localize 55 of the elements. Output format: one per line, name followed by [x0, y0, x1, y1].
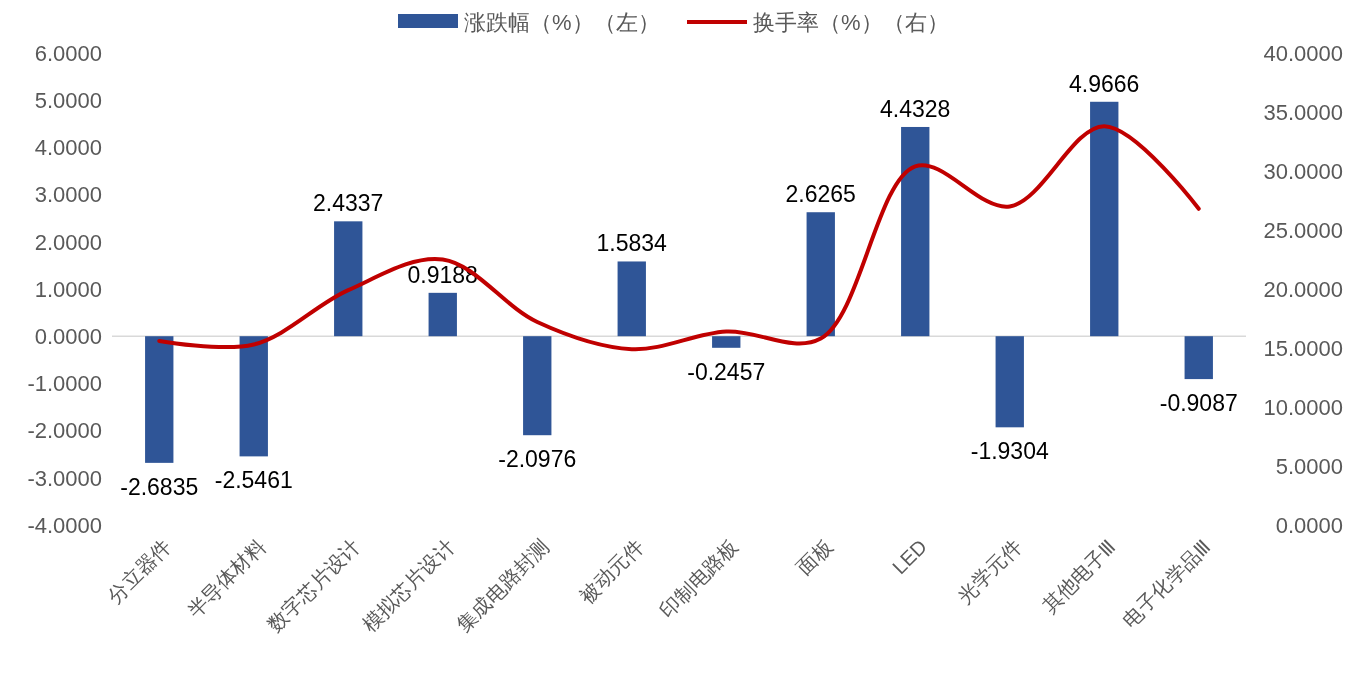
- x-tick-label: 其他电子Ⅲ: [1038, 535, 1121, 618]
- y2-tick-label: 15.0000: [1263, 335, 1343, 361]
- bar: [334, 221, 363, 337]
- y-tick-label: 3.0000: [34, 182, 102, 208]
- line-series: [157, 124, 1201, 352]
- legend-label: 换手率（%）（右）: [753, 9, 949, 35]
- y2-tick-label: 20.0000: [1263, 276, 1343, 302]
- data-label: 1.5834: [596, 230, 668, 257]
- data-label: 2.6265: [785, 181, 856, 208]
- y-tick-label: -3.0000: [27, 465, 102, 491]
- y-tick-label: 6.0000: [34, 40, 102, 66]
- data-label: -2.5461: [214, 467, 293, 494]
- y2-tick-label: 40.0000: [1263, 40, 1343, 66]
- x-tick-label: 被动元件: [575, 535, 648, 608]
- data-label: 2.4337: [313, 190, 384, 217]
- bar: [901, 126, 930, 337]
- data-label: -0.9087: [1159, 390, 1238, 417]
- y2-tick-label: 10.0000: [1263, 394, 1343, 420]
- bar: [1090, 101, 1119, 337]
- bar: [145, 336, 174, 463]
- y2-tick-label: 25.0000: [1263, 217, 1343, 243]
- x-tick-label: 电子化学品Ⅲ: [1118, 535, 1215, 632]
- y2-tick-label: 0.0000: [1275, 512, 1343, 538]
- y-tick-label: 0.0000: [34, 323, 102, 349]
- bar: [523, 336, 552, 436]
- x-tick-label: 面板: [792, 535, 837, 580]
- y-tick-label: 2.0000: [34, 229, 102, 255]
- y-tick-label: 1.0000: [34, 276, 102, 302]
- y2-tick-label: 5.0000: [1275, 453, 1343, 479]
- x-tick-label: 印制电路板: [655, 535, 743, 622]
- bar: [712, 336, 741, 348]
- bar: [806, 212, 835, 337]
- data-label: 4.4328: [880, 95, 951, 122]
- y2-tick-label: 35.0000: [1263, 99, 1343, 125]
- y-tick-label: -1.0000: [27, 371, 102, 397]
- bar: [428, 292, 457, 337]
- data-label: 4.9666: [1069, 70, 1140, 97]
- data-label: -2.0976: [498, 446, 577, 473]
- x-tick-label: 模拟芯片设计: [358, 535, 459, 636]
- y-tick-label: -2.0000: [27, 418, 102, 444]
- x-tick-label: 光学元件: [953, 535, 1026, 608]
- data-label: -2.6835: [120, 473, 199, 500]
- y-tick-label: -4.0000: [27, 512, 102, 538]
- y2-tick-label: 30.0000: [1263, 158, 1343, 184]
- bar: [239, 336, 268, 457]
- data-label: -0.2457: [687, 358, 766, 385]
- bar: [995, 336, 1024, 428]
- x-tick-label: LED: [887, 535, 932, 579]
- bar: [1184, 336, 1213, 380]
- x-tick-label: 分立器件: [102, 535, 176, 608]
- bar: [617, 261, 646, 337]
- y-tick-label: 5.0000: [34, 87, 102, 113]
- legend-label: 涨跌幅（%）（左）: [464, 9, 660, 35]
- data-label: -1.9304: [970, 438, 1049, 465]
- y-tick-label: 4.0000: [34, 135, 102, 161]
